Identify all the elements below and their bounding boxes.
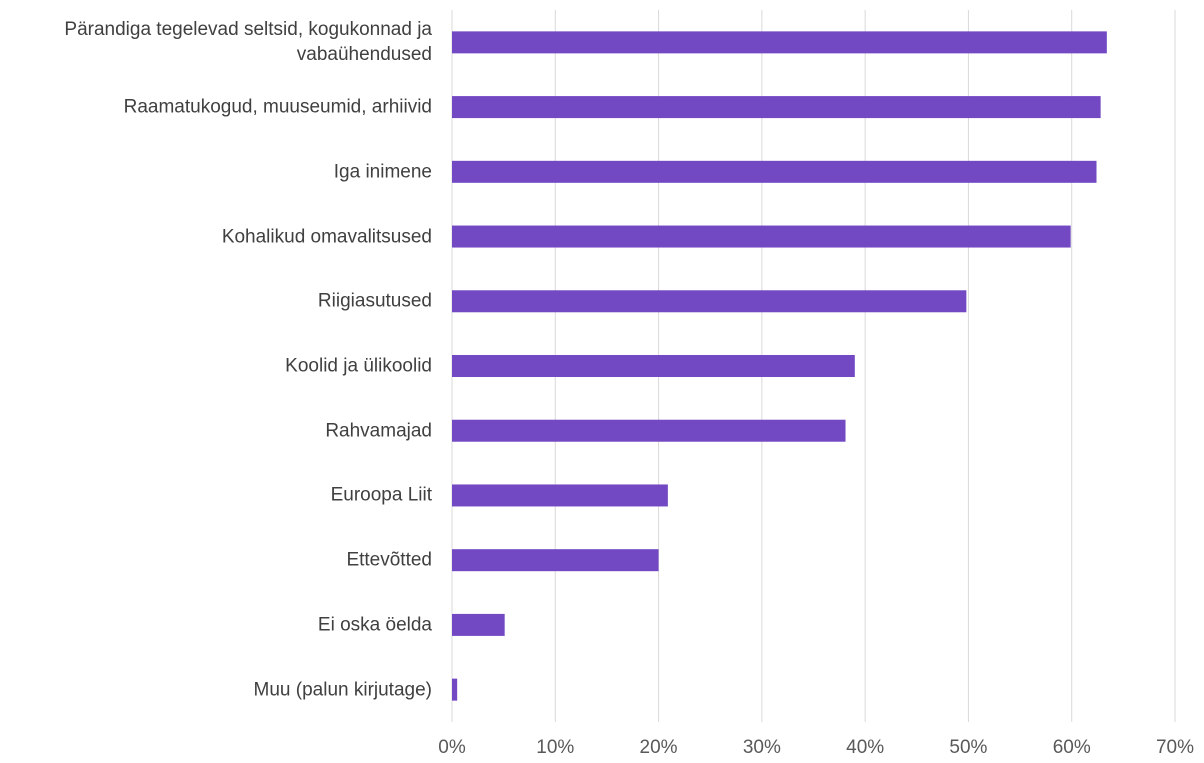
x-tick-label: 40% [846,737,884,758]
bar [452,484,668,507]
bar [452,419,846,442]
bar [452,678,458,701]
y-tick-label: Iga inimene [333,161,432,183]
y-tick-label: Koolid ja ülikoolid [285,355,432,377]
y-tick-label: Ei oska öelda [317,614,432,636]
y-tick-label: Rahvamajad [325,420,432,442]
x-tick-label: 30% [743,737,781,758]
bar [452,160,1097,183]
bar [452,31,1107,54]
x-tick-label: 60% [1053,737,1091,758]
bar [452,613,505,636]
bar [452,549,659,572]
y-tick-label: Riigiasutused [317,290,432,312]
y-tick-label: Kohalikud omavalitsused [221,226,432,248]
x-tick-label: 0% [438,737,466,758]
y-tick-label: Euroopa Liit [330,484,432,506]
x-tick-label: 20% [640,737,678,758]
bar [452,225,1071,248]
y-tick-label: Pärandiga tegelevad seltsid, kogukonnad … [64,19,432,66]
bar [452,355,855,377]
y-tick-label: Raamatukogud, muuseumid, arhiivid [123,96,432,118]
bar [452,290,967,313]
x-tick-label: 50% [949,737,987,758]
x-tick-label: 70% [1156,737,1194,758]
bar [452,96,1101,119]
x-tick-label: 10% [536,737,574,758]
y-tick-label: Muu (palun kirjutage) [253,679,432,701]
y-tick-label: Ettevõtted [346,549,432,571]
